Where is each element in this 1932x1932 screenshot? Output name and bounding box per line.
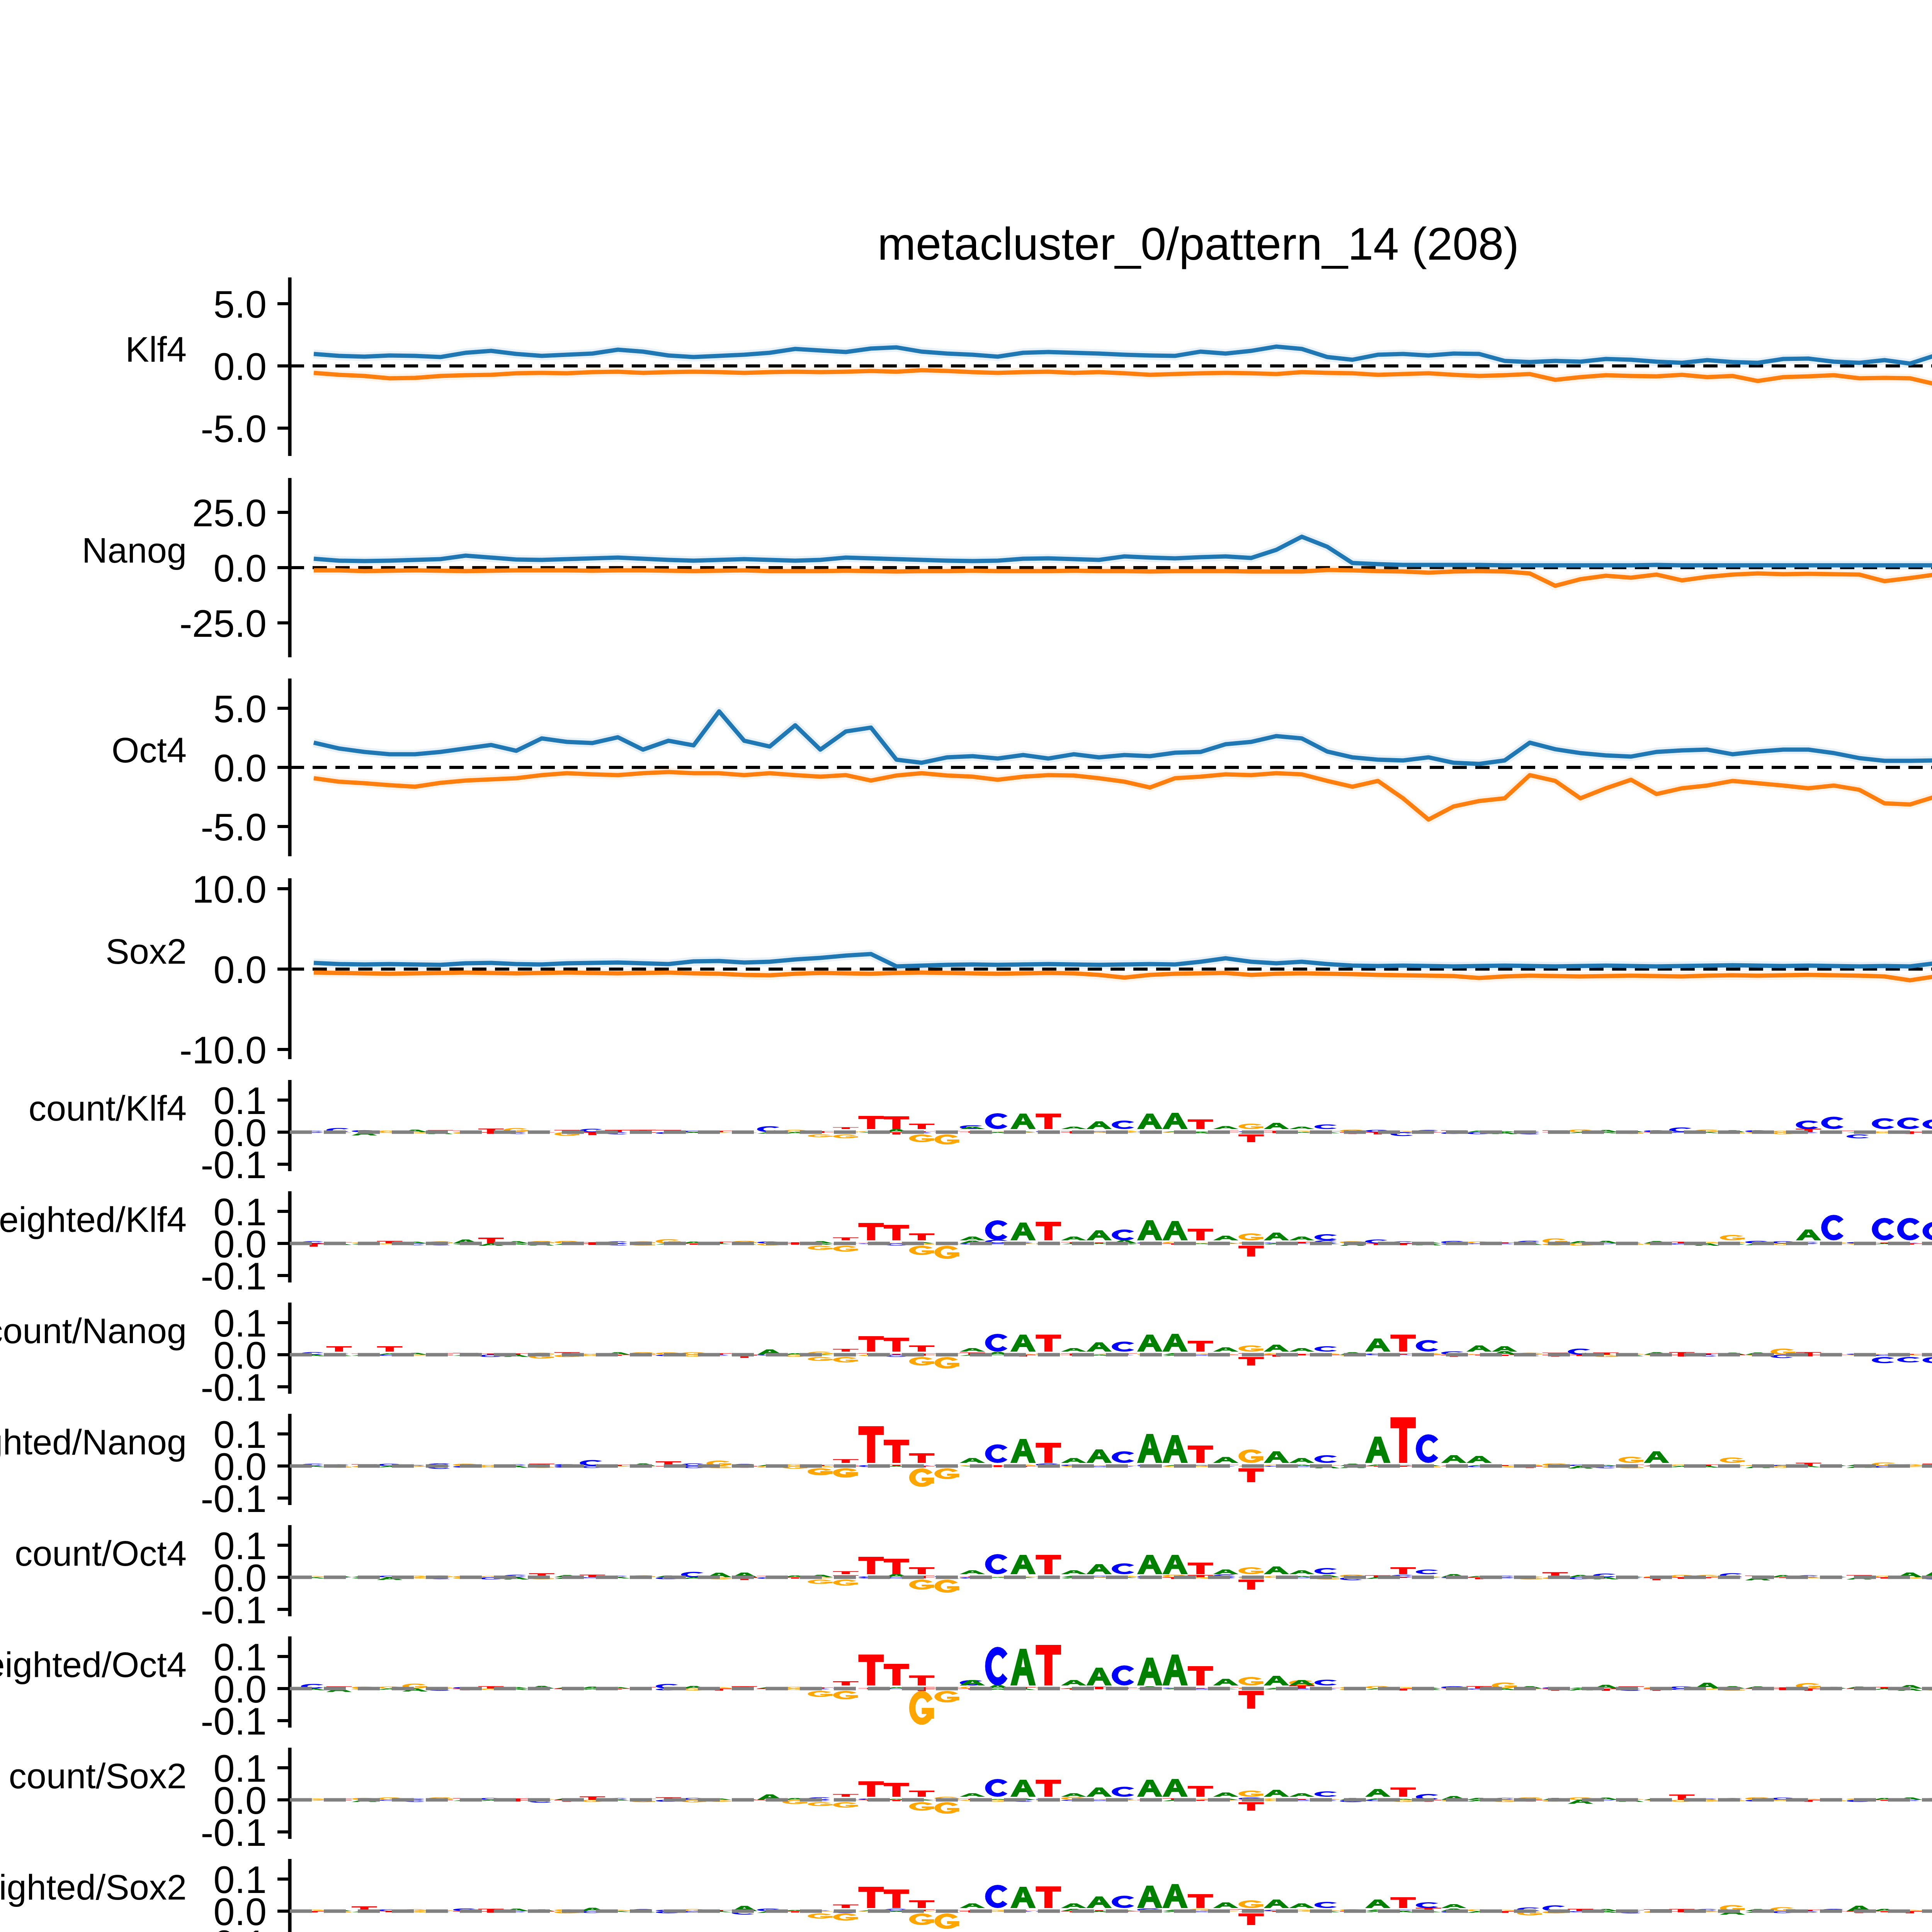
svg-text:-0.1: -0.1 (201, 1588, 267, 1631)
svg-text:0.1: 0.1 (213, 1302, 267, 1345)
svg-text:-0.1: -0.1 (201, 1366, 267, 1409)
svg-text:-0.1: -0.1 (201, 1922, 267, 1932)
svg-text:Klf4: Klf4 (125, 330, 187, 369)
svg-text:0.0: 0.0 (213, 547, 267, 590)
svg-text:25.0: 25.0 (192, 492, 267, 534)
svg-text:5.0: 5.0 (213, 283, 267, 326)
svg-text:count/Sox2: count/Sox2 (9, 1757, 187, 1796)
svg-text:0.1: 0.1 (213, 1079, 267, 1122)
svg-text:0.0: 0.0 (213, 1223, 267, 1265)
svg-text:weighted/Oct4: weighted/Oct4 (0, 1645, 187, 1685)
svg-text:0.1: 0.1 (213, 1413, 267, 1456)
svg-text:weighted/Nanog: weighted/Nanog (0, 1423, 187, 1462)
svg-text:-25.0: -25.0 (179, 602, 267, 645)
svg-text:0.0: 0.0 (213, 747, 267, 789)
svg-text:0.0: 0.0 (213, 1556, 267, 1599)
svg-text:0.0: 0.0 (213, 1334, 267, 1377)
svg-text:0.0: 0.0 (213, 1111, 267, 1154)
svg-text:0.1: 0.1 (213, 1747, 267, 1790)
svg-text:5.0: 5.0 (213, 687, 267, 730)
svg-text:0.1: 0.1 (213, 1524, 267, 1567)
svg-text:-0.1: -0.1 (201, 1143, 267, 1186)
svg-text:-0.1: -0.1 (201, 1811, 267, 1854)
svg-text:0.0: 0.0 (213, 948, 267, 991)
svg-text:0.1: 0.1 (213, 1190, 267, 1233)
svg-text:0.0: 0.0 (213, 1445, 267, 1488)
svg-text:count/Oct4: count/Oct4 (15, 1534, 187, 1573)
svg-text:0.1: 0.1 (213, 1858, 267, 1901)
svg-text:Nanog: Nanog (82, 531, 187, 570)
svg-text:-5.0: -5.0 (201, 407, 267, 450)
svg-text:weighted/Sox2: weighted/Sox2 (0, 1868, 187, 1907)
svg-text:0.0: 0.0 (213, 1779, 267, 1822)
svg-text:count/Klf4: count/Klf4 (29, 1089, 187, 1128)
svg-text:metacluster_0/pattern_14 (208): metacluster_0/pattern_14 (208) (878, 218, 1519, 270)
svg-text:Oct4: Oct4 (112, 731, 187, 770)
svg-text:0.1: 0.1 (213, 1636, 267, 1679)
svg-text:-5.0: -5.0 (201, 806, 267, 849)
svg-text:10.0: 10.0 (192, 868, 267, 911)
svg-text:-0.1: -0.1 (201, 1700, 267, 1743)
svg-text:weighted/Klf4: weighted/Klf4 (0, 1200, 187, 1240)
svg-text:Sox2: Sox2 (105, 932, 187, 971)
svg-text:count/Nanog: count/Nanog (0, 1311, 187, 1351)
svg-text:0.0: 0.0 (213, 345, 267, 388)
svg-text:0.0: 0.0 (213, 1890, 267, 1932)
svg-text:0.0: 0.0 (213, 1668, 267, 1711)
svg-text:-0.1: -0.1 (201, 1477, 267, 1520)
svg-text:-0.1: -0.1 (201, 1255, 267, 1298)
svg-text:-10.0: -10.0 (179, 1029, 267, 1071)
